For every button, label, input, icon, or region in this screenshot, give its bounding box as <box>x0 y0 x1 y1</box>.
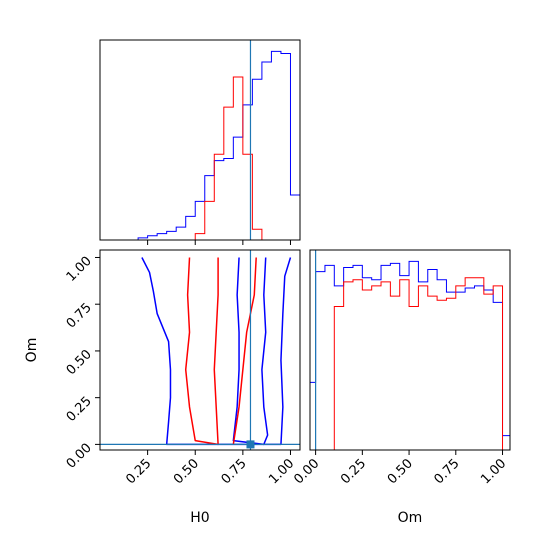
h0-histogram-frame <box>99 39 301 241</box>
x-tick-label: 0.25 <box>338 456 369 487</box>
histogram-series-1 <box>100 76 300 241</box>
x-tick-label: 0.75 <box>219 456 250 487</box>
y-tick-label: 0.25 <box>64 394 95 425</box>
y-tick-label: 0.75 <box>64 300 95 331</box>
contour-line-2 <box>184 257 219 446</box>
h0-om-contour-panel: 0.25 0.50 0.75 1.00 0.00 0.25 0.50 0.75 1.00 <box>64 249 301 487</box>
x-tick-label: 1.00 <box>478 456 509 487</box>
y-tick-label: 0.50 <box>64 347 95 378</box>
y-axis-label-om: Om <box>24 338 40 363</box>
contour-line-3 <box>232 257 257 445</box>
histogram-series-0 <box>100 50 301 241</box>
truth-marker <box>246 440 255 449</box>
om-histogram-frame <box>309 249 511 451</box>
histogram-series-1 <box>310 277 510 451</box>
y-tick-label: 1.00 <box>64 254 95 285</box>
x-tick-label: 0.75 <box>432 456 463 487</box>
h0-histogram-panel <box>99 39 301 245</box>
x-tick-label: 0.00 <box>291 456 322 487</box>
y-tick-label: 0.00 <box>64 441 95 472</box>
x-axis-label-om: Om <box>398 510 423 526</box>
x-axis-label-h0: H0 <box>190 510 209 526</box>
contour-line-0 <box>141 257 292 446</box>
contour-frame <box>99 249 301 451</box>
histogram-series-0 <box>309 260 511 450</box>
om-histogram-panel: 0.00 0.25 0.50 0.75 1.00 <box>291 249 511 487</box>
x-tick-label: 0.50 <box>385 456 416 487</box>
x-tick-label: 0.25 <box>123 456 154 487</box>
x-tick-label: 0.50 <box>171 456 202 487</box>
x-tick-label: 1.00 <box>266 456 297 487</box>
